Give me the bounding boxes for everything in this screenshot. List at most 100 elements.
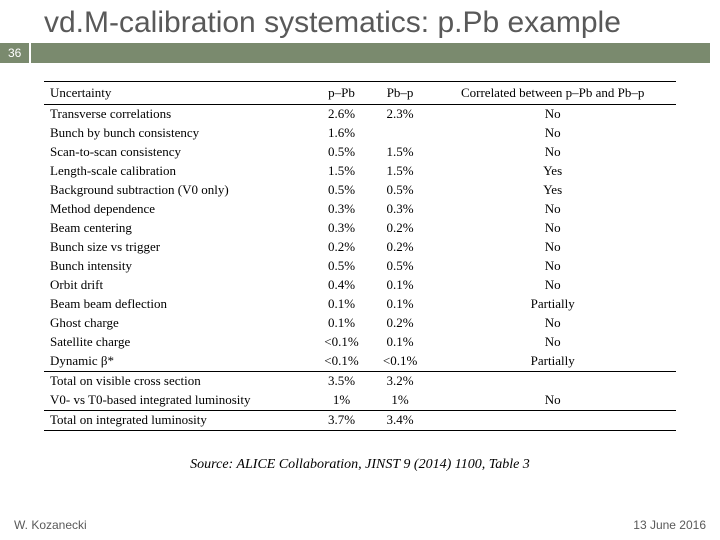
table-row: Scan-to-scan consistency0.5%1.5%No xyxy=(44,143,676,162)
col-ppb: p–Pb xyxy=(312,81,371,104)
table-row: Beam centering0.3%0.2%No xyxy=(44,219,676,238)
table-cell: <0.1% xyxy=(312,333,371,352)
table-cell xyxy=(429,371,676,391)
table-cell: Bunch intensity xyxy=(44,257,312,276)
table-cell: No xyxy=(429,238,676,257)
table-row: Background subtraction (V0 only)0.5%0.5%… xyxy=(44,181,676,200)
table-cell: <0.1% xyxy=(371,352,430,372)
table-row: Total on visible cross section3.5%3.2% xyxy=(44,371,676,391)
table-cell: No xyxy=(429,391,676,411)
table-cell: 3.5% xyxy=(312,371,371,391)
table-cell: 0.2% xyxy=(371,219,430,238)
table-cell: 1.6% xyxy=(312,124,371,143)
table-cell: Total on integrated luminosity xyxy=(44,410,312,430)
table-cell: Beam beam deflection xyxy=(44,295,312,314)
table-cell: Satellite charge xyxy=(44,333,312,352)
table-cell: Method dependence xyxy=(44,200,312,219)
title-underline xyxy=(31,43,710,63)
table-cell: <0.1% xyxy=(312,352,371,372)
table-row: Bunch by bunch consistency1.6% No xyxy=(44,124,676,143)
table-cell: 0.2% xyxy=(312,238,371,257)
table-cell xyxy=(429,410,676,430)
table-cell: Bunch size vs trigger xyxy=(44,238,312,257)
table-header-row: Uncertainty p–Pb Pb–p Correlated between… xyxy=(44,81,676,104)
table-cell: 0.1% xyxy=(371,276,430,295)
table-cell: No xyxy=(429,104,676,124)
table-cell: No xyxy=(429,276,676,295)
table-cell xyxy=(371,124,430,143)
table-cell: 0.5% xyxy=(312,181,371,200)
table-cell: Dynamic β* xyxy=(44,352,312,372)
table-cell: 2.3% xyxy=(371,104,430,124)
table-cell: 1.5% xyxy=(371,143,430,162)
table-cell: 0.3% xyxy=(371,200,430,219)
table-cell: 0.5% xyxy=(371,181,430,200)
table-cell: Bunch by bunch consistency xyxy=(44,124,312,143)
footer-date: 13 June 2016 xyxy=(633,518,706,532)
table-cell: Yes xyxy=(429,162,676,181)
table-row: Length-scale calibration1.5%1.5%Yes xyxy=(44,162,676,181)
table-row: Transverse correlations2.6%2.3%No xyxy=(44,104,676,124)
table-cell: V0- vs T0-based integrated luminosity xyxy=(44,391,312,411)
table-cell: 0.2% xyxy=(371,238,430,257)
table-cell: No xyxy=(429,333,676,352)
table-row: V0- vs T0-based integrated luminosity1%1… xyxy=(44,391,676,411)
table-row: Total on integrated luminosity3.7%3.4% xyxy=(44,410,676,430)
table-cell: 0.3% xyxy=(312,219,371,238)
table-cell: Yes xyxy=(429,181,676,200)
table-cell: Ghost charge xyxy=(44,314,312,333)
table-cell: 0.5% xyxy=(371,257,430,276)
slide-number-badge: 36 xyxy=(0,43,29,63)
badge-row: 36 xyxy=(0,43,720,63)
table-cell: Background subtraction (V0 only) xyxy=(44,181,312,200)
table-row: Dynamic β*<0.1%<0.1%Partially xyxy=(44,352,676,372)
col-pbp: Pb–p xyxy=(371,81,430,104)
table-cell: Partially xyxy=(429,352,676,372)
table-row: Bunch size vs trigger0.2%0.2%No xyxy=(44,238,676,257)
table-cell: 0.1% xyxy=(371,295,430,314)
table-cell: 1% xyxy=(312,391,371,411)
table-row: Bunch intensity0.5%0.5%No xyxy=(44,257,676,276)
footer-author: W. Kozanecki xyxy=(14,518,87,532)
table-cell: No xyxy=(429,314,676,333)
table-cell: Total on visible cross section xyxy=(44,371,312,391)
table-cell: 1.5% xyxy=(371,162,430,181)
table-cell: No xyxy=(429,143,676,162)
table-cell: 0.3% xyxy=(312,200,371,219)
table-cell: Length-scale calibration xyxy=(44,162,312,181)
table-cell: No xyxy=(429,124,676,143)
table-cell: 0.5% xyxy=(312,257,371,276)
table-cell: No xyxy=(429,257,676,276)
col-uncertainty: Uncertainty xyxy=(44,81,312,104)
table-cell: Orbit drift xyxy=(44,276,312,295)
table-row: Orbit drift0.4%0.1%No xyxy=(44,276,676,295)
table-cell: 2.6% xyxy=(312,104,371,124)
table-cell: Scan-to-scan consistency xyxy=(44,143,312,162)
table-cell: 0.1% xyxy=(371,333,430,352)
table-cell: Beam centering xyxy=(44,219,312,238)
table-cell: No xyxy=(429,200,676,219)
systematics-table: Uncertainty p–Pb Pb–p Correlated between… xyxy=(44,81,676,431)
table-cell: 0.1% xyxy=(312,314,371,333)
table-row: Satellite charge<0.1%0.1%No xyxy=(44,333,676,352)
source-citation: Source: ALICE Collaboration, JINST 9 (20… xyxy=(0,457,720,473)
table-cell: 3.4% xyxy=(371,410,430,430)
col-correlated: Correlated between p–Pb and Pb–p xyxy=(429,81,676,104)
table-cell: Partially xyxy=(429,295,676,314)
table-row: Beam beam deflection0.1%0.1%Partially xyxy=(44,295,676,314)
systematics-table-wrap: Uncertainty p–Pb Pb–p Correlated between… xyxy=(44,81,676,431)
table-cell: 0.4% xyxy=(312,276,371,295)
table-cell: 3.2% xyxy=(371,371,430,391)
table-cell: 0.2% xyxy=(371,314,430,333)
table-cell: 1% xyxy=(371,391,430,411)
table-cell: 1.5% xyxy=(312,162,371,181)
table-cell: 0.1% xyxy=(312,295,371,314)
table-cell: 3.7% xyxy=(312,410,371,430)
page-title: vd.M-calibration systematics: p.Pb examp… xyxy=(44,6,720,41)
table-cell: No xyxy=(429,219,676,238)
table-row: Method dependence0.3%0.3%No xyxy=(44,200,676,219)
table-cell: Transverse correlations xyxy=(44,104,312,124)
slide-footer: W. Kozanecki 13 June 2016 xyxy=(0,518,720,532)
table-row: Ghost charge0.1%0.2%No xyxy=(44,314,676,333)
table-cell: 0.5% xyxy=(312,143,371,162)
